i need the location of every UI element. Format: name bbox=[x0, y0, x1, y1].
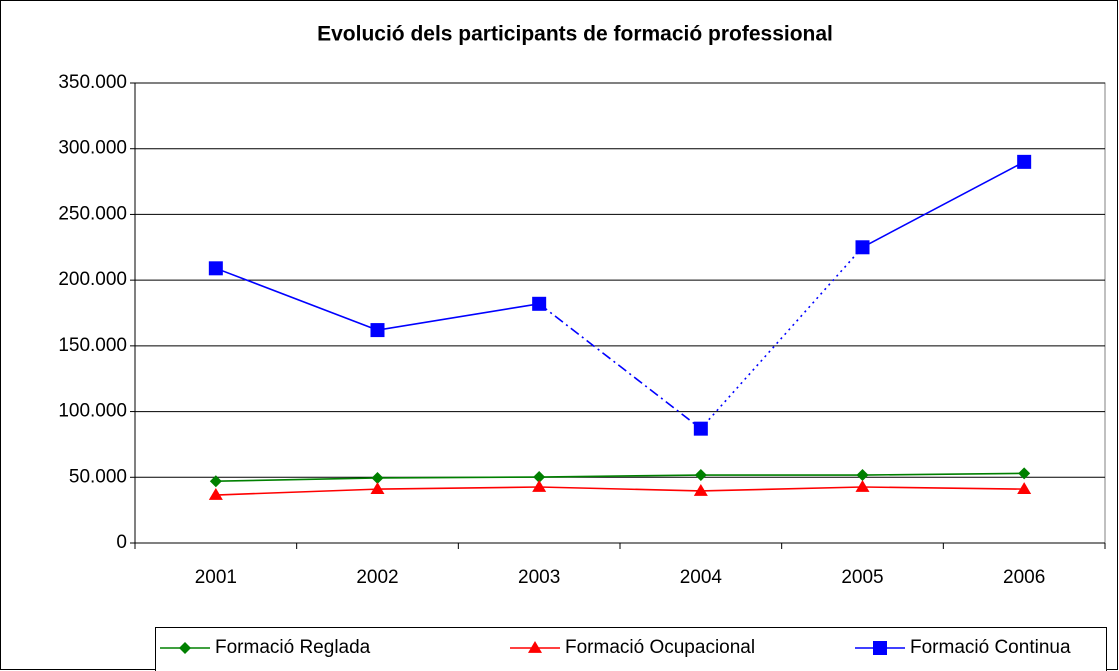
line-segment bbox=[215, 477, 378, 483]
x-tick-label: 2006 bbox=[1003, 567, 1045, 588]
marker bbox=[179, 642, 191, 654]
line-segment bbox=[377, 476, 540, 479]
line-segment bbox=[862, 472, 1025, 476]
line-segment bbox=[862, 161, 1025, 248]
marker bbox=[1018, 467, 1031, 480]
y-tick-label: 0 bbox=[116, 532, 127, 553]
marker bbox=[371, 471, 384, 484]
x-tick-label: 2005 bbox=[841, 567, 883, 588]
marker bbox=[855, 240, 870, 255]
marker bbox=[1017, 154, 1032, 169]
line-segment bbox=[538, 303, 702, 430]
marker bbox=[693, 421, 708, 436]
y-tick-label: 150.000 bbox=[58, 335, 127, 356]
y-tick-label: 200.000 bbox=[58, 269, 127, 290]
x-tick-label: 2001 bbox=[195, 567, 237, 588]
marker bbox=[208, 488, 223, 500]
marker bbox=[1017, 482, 1032, 495]
line-segment bbox=[862, 486, 1025, 490]
marker bbox=[693, 483, 708, 496]
line-segment bbox=[700, 486, 863, 492]
legend-label: Formació Reglada bbox=[215, 637, 371, 658]
marker bbox=[208, 261, 223, 276]
marker bbox=[856, 469, 869, 482]
chart-title: Evolució dels participants de formació p… bbox=[317, 23, 833, 46]
marker bbox=[694, 469, 707, 482]
line-segment bbox=[539, 474, 701, 478]
legend bbox=[155, 627, 1107, 671]
marker bbox=[528, 641, 542, 653]
x-tick-label: 2002 bbox=[356, 567, 398, 588]
marker bbox=[855, 480, 870, 492]
x-tick-label: 2003 bbox=[518, 567, 560, 588]
marker bbox=[532, 480, 547, 492]
legend-label: Formació Ocupacional bbox=[565, 637, 755, 658]
x-tick-label: 2004 bbox=[680, 567, 723, 588]
y-tick-label: 250.000 bbox=[58, 203, 127, 224]
marker bbox=[370, 323, 385, 338]
plot-area bbox=[134, 82, 1106, 544]
marker bbox=[873, 641, 887, 655]
line-segment bbox=[700, 246, 864, 430]
y-tick-label: 50.000 bbox=[69, 466, 127, 487]
y-tick-label: 100.000 bbox=[58, 401, 127, 422]
line-segment bbox=[377, 303, 540, 331]
y-tick-label: 350.000 bbox=[58, 72, 127, 93]
marker bbox=[370, 482, 385, 495]
line-segment bbox=[539, 486, 701, 492]
legend-label: Formació Continua bbox=[910, 637, 1071, 658]
line-segment bbox=[215, 267, 378, 331]
marker bbox=[532, 296, 547, 311]
y-tick-label: 300.000 bbox=[58, 138, 127, 159]
line-segment bbox=[215, 488, 378, 496]
marker bbox=[209, 475, 222, 488]
marker bbox=[533, 471, 546, 484]
line-segment bbox=[377, 486, 540, 490]
